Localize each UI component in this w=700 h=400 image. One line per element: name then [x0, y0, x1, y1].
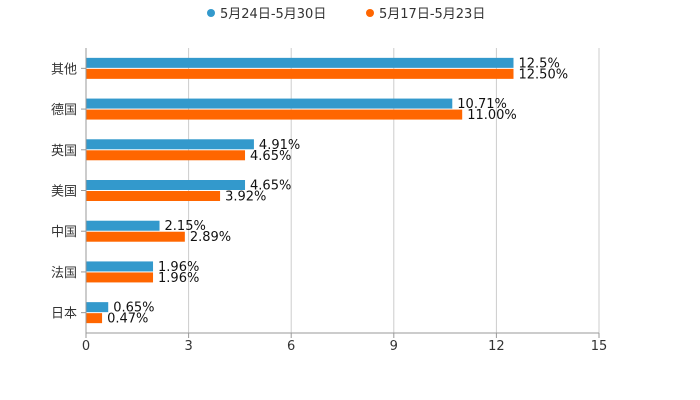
data-label-0-2: 4.91%	[259, 138, 300, 153]
bar-0-6[interactable]	[86, 302, 109, 313]
legend-label-1[interactable]: 5月17日-5月23日	[379, 7, 485, 22]
x-tick-label-12: 12	[488, 339, 505, 354]
x-tick-label-6: 6	[287, 339, 295, 354]
legend-label-0[interactable]: 5月24日-5月30日	[220, 7, 326, 22]
bar-1-4[interactable]	[86, 231, 185, 242]
data-label-1-3: 3.92%	[225, 190, 266, 205]
category-label-3: 美国	[51, 185, 77, 200]
data-label-0-1: 10.71%	[457, 97, 507, 112]
bar-0-2[interactable]	[86, 139, 254, 150]
legend: 5月24日-5月30日 5月17日-5月23日	[207, 7, 485, 22]
grid-lines	[188, 48, 600, 333]
category-label-6: 日本	[51, 307, 77, 322]
category-label-1: 德国	[51, 103, 77, 118]
data-label-1-5: 1.96%	[158, 271, 199, 286]
data-label-0-4: 2.15%	[165, 219, 206, 234]
axes	[81, 48, 600, 338]
labels: 0 3 6 9 12 15 其他 12.5%12.50% 德国 10.71%11.00% 英国 4.9…	[51, 56, 607, 354]
data-label-0-0: 12.5%	[519, 56, 560, 71]
bars	[86, 57, 514, 324]
category-label-4: 中国	[51, 225, 77, 240]
data-label-0-5: 1.96%	[158, 260, 199, 275]
x-tick-label-15: 15	[591, 339, 608, 354]
data-label-1-4: 2.89%	[190, 230, 231, 245]
data-label-1-1: 11.00%	[467, 108, 517, 123]
bar-0-3[interactable]	[86, 180, 246, 190]
category-label-5: 法国	[51, 266, 77, 281]
bar-1-3[interactable]	[86, 191, 221, 201]
data-label-1-6: 0.47%	[107, 312, 148, 327]
bar-1-5[interactable]	[86, 272, 154, 283]
data-label-0-6: 0.65%	[113, 301, 154, 316]
bar-1-0[interactable]	[86, 68, 514, 79]
bar-1-2[interactable]	[86, 150, 246, 161]
bar-0-4[interactable]	[86, 220, 160, 231]
bar-1-6[interactable]	[86, 313, 103, 324]
data-label-0-3: 4.65%	[250, 179, 291, 194]
category-label-0: 其他	[51, 62, 77, 77]
x-tick-label-3: 3	[184, 339, 192, 354]
x-tick-label-9: 9	[390, 339, 398, 354]
bar-0-1[interactable]	[86, 98, 453, 109]
bar-0-5[interactable]	[86, 261, 154, 272]
data-label-1-0: 12.50%	[519, 67, 569, 82]
legend-marker-0[interactable]	[207, 9, 215, 17]
data-label-1-2: 4.65%	[250, 149, 291, 164]
legend-marker-1[interactable]	[366, 9, 374, 17]
bar-1-1[interactable]	[86, 109, 463, 120]
bar-0-0[interactable]	[86, 57, 514, 68]
x-tick-label-0: 0	[82, 339, 90, 354]
category-label-2: 英国	[51, 144, 77, 159]
